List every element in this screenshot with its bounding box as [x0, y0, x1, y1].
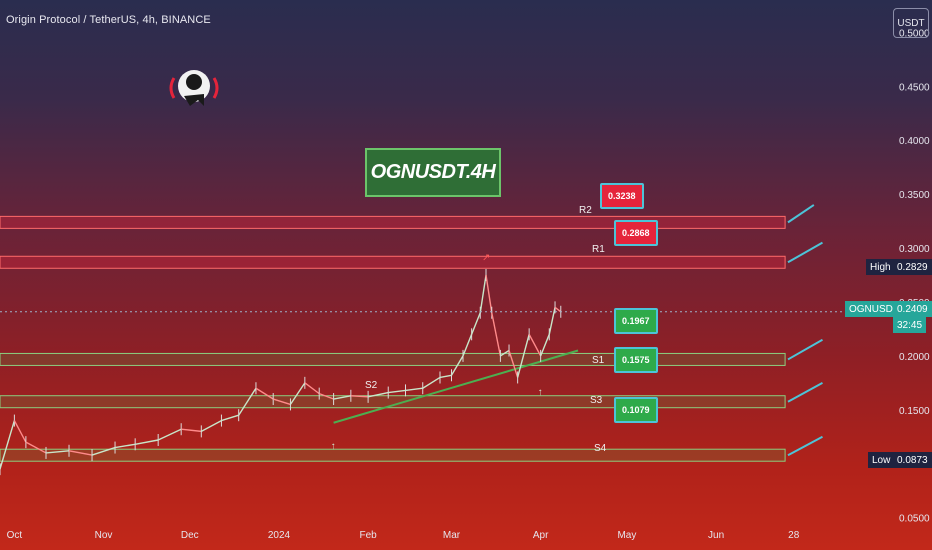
price-segment: [13, 420, 27, 443]
price-segment: [450, 355, 464, 376]
price-segment: [45, 450, 70, 454]
level-connector: [787, 381, 823, 403]
s1-value-tag: 0.1967: [614, 308, 658, 334]
bar-countdown: 32:45: [893, 317, 927, 333]
last-price-label: 0.2409: [893, 301, 932, 317]
y-tick-label: 0.4000: [899, 136, 930, 147]
y-tick-label: 0.1500: [899, 406, 930, 417]
price-segment: [540, 334, 550, 357]
x-tick-label: May: [617, 530, 636, 541]
high-label: High: [866, 259, 895, 275]
low-label: Low: [868, 452, 895, 468]
level-zone-r1: [0, 255, 786, 269]
price-segment: [470, 312, 481, 335]
level-zone-s1: [0, 352, 786, 366]
price-segment: [422, 376, 441, 389]
s3-value-tag: 0.1575: [614, 347, 658, 373]
r2-value-tag: 0.3238: [600, 183, 644, 209]
x-tick-label: Nov: [95, 530, 113, 541]
price-segment: [405, 387, 423, 392]
price-segment: [25, 441, 47, 454]
x-tick-label: Oct: [7, 530, 23, 541]
chart-title: Origin Protocol / TetherUS, 4h, BINANCE: [6, 14, 211, 26]
level-connector: [787, 204, 815, 224]
level-zone-r2: [0, 215, 786, 229]
price-segment: [548, 307, 556, 335]
x-tick-label: 28: [788, 530, 800, 541]
y-tick-label: 0.3500: [899, 190, 930, 201]
y-tick-label: 0.2000: [899, 352, 930, 363]
x-tick-label: Mar: [443, 530, 461, 541]
price-segment: [439, 374, 452, 379]
price-segment: [68, 450, 93, 456]
price-segment: [91, 446, 116, 456]
price-segment: [491, 312, 502, 357]
level-connector: [787, 241, 823, 264]
level-zone-s3: [0, 395, 786, 409]
symbol-overlay-box: OGNUSDT.4H: [365, 148, 501, 197]
price-segment: [304, 382, 320, 395]
price-segment: [508, 350, 519, 378]
y-tick-label: 0.3000: [899, 244, 930, 255]
price-segment: [221, 414, 239, 422]
price-segment: [516, 334, 530, 378]
price-segment: [157, 428, 182, 441]
price-segment: [500, 349, 510, 357]
price-segment: [135, 439, 159, 446]
price-segment: [333, 395, 351, 400]
up-arrow-icon: ↑: [331, 441, 336, 452]
price-segment: [388, 389, 406, 394]
price-segment: [479, 274, 487, 313]
price-segment: [350, 395, 369, 398]
r1-label: R1: [592, 244, 605, 255]
x-tick-label: Feb: [359, 530, 377, 541]
high-value: 0.2829: [893, 259, 932, 275]
price-segment: [367, 391, 389, 398]
high-arrow-icon: ↗: [482, 252, 490, 263]
price-segment: [114, 443, 136, 449]
price-segment: [462, 334, 473, 357]
y-tick-label: 0.4500: [899, 82, 930, 93]
x-tick-label: Apr: [533, 530, 549, 541]
r2-label: R2: [579, 205, 592, 216]
price-segment: [272, 398, 291, 406]
s1-label: S1: [592, 355, 605, 366]
level-connector: [787, 435, 823, 457]
x-tick-label: Dec: [181, 530, 199, 541]
price-segment: [0, 420, 16, 470]
price-segment: [485, 274, 493, 313]
last-symbol-label: OGNUSDT: [845, 301, 903, 317]
up-arrow-icon: ↑: [538, 387, 543, 398]
currency-unit-button[interactable]: USDT: [893, 8, 929, 38]
price-segment: [289, 382, 306, 405]
level-zone-s4: [0, 448, 786, 462]
s3-label: S3: [590, 395, 603, 406]
price-segment: [200, 419, 222, 432]
s4-value-tag: 0.1079: [614, 397, 658, 423]
price-segment: [528, 333, 542, 357]
astronaut-logo-icon: [169, 70, 219, 106]
low-value: 0.0873: [893, 452, 932, 468]
price-segment: [238, 387, 257, 416]
price-segment: [181, 428, 202, 433]
y-tick-label: 0.0500: [899, 514, 930, 525]
r1-value-tag: 0.2868: [614, 220, 658, 246]
s4-label: S4: [594, 443, 607, 454]
y-tick-label: 0.5000: [899, 28, 930, 39]
price-segment: [318, 392, 334, 400]
price-segment: [255, 387, 274, 400]
price-segment: [554, 306, 562, 313]
level-connector: [787, 338, 823, 361]
trendline: [333, 349, 579, 424]
s2-label: S2: [365, 380, 378, 391]
x-tick-label: 2024: [268, 530, 291, 541]
x-tick-label: Jun: [708, 530, 724, 541]
